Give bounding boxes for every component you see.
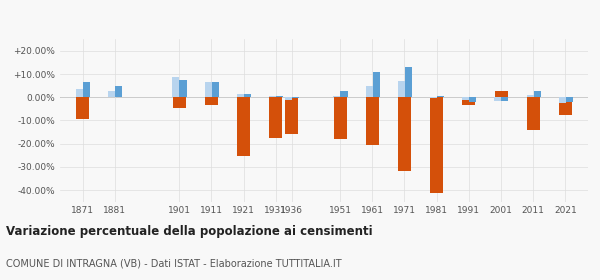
Bar <box>366 97 379 145</box>
Bar <box>463 97 475 105</box>
Legend: Intragna, Provincia di VB, Piemonte: Intragna, Provincia di VB, Piemonte <box>190 0 458 3</box>
Bar <box>108 95 121 97</box>
Bar <box>269 97 282 138</box>
Bar <box>398 81 405 97</box>
Bar <box>237 94 244 97</box>
Bar <box>405 67 412 97</box>
Bar <box>494 91 508 97</box>
Bar <box>533 91 541 97</box>
Bar <box>205 97 218 105</box>
Bar <box>292 97 299 98</box>
Bar <box>437 96 444 97</box>
Bar <box>559 97 572 115</box>
Bar <box>205 82 212 97</box>
Text: Variazione percentuale della popolazione ai censimenti: Variazione percentuale della popolazione… <box>6 225 373 238</box>
Bar <box>269 96 276 97</box>
Bar <box>83 82 90 97</box>
Bar <box>276 96 283 97</box>
Bar <box>340 91 347 97</box>
Bar <box>172 78 179 97</box>
Bar <box>527 95 533 97</box>
Bar <box>365 86 373 97</box>
Bar <box>334 97 347 139</box>
Bar <box>244 94 251 97</box>
Bar <box>502 97 508 101</box>
Bar <box>494 97 502 101</box>
Bar <box>527 97 540 130</box>
Bar <box>430 97 443 193</box>
Text: COMUNE DI INTRAGNA (VB) - Dati ISTAT - Elaborazione TUTTITALIA.IT: COMUNE DI INTRAGNA (VB) - Dati ISTAT - E… <box>6 258 341 268</box>
Bar <box>115 86 122 97</box>
Bar <box>76 89 83 97</box>
Bar <box>76 97 89 119</box>
Bar <box>430 97 437 98</box>
Bar <box>373 72 380 97</box>
Bar <box>286 97 298 134</box>
Bar <box>285 97 292 99</box>
Bar <box>559 97 566 103</box>
Bar <box>398 97 411 171</box>
Bar <box>179 80 187 97</box>
Bar <box>566 97 573 102</box>
Bar <box>469 97 476 102</box>
Bar <box>173 97 185 108</box>
Bar <box>212 82 219 97</box>
Bar <box>237 97 250 156</box>
Bar <box>334 96 340 97</box>
Bar <box>108 91 115 97</box>
Bar <box>462 97 469 99</box>
